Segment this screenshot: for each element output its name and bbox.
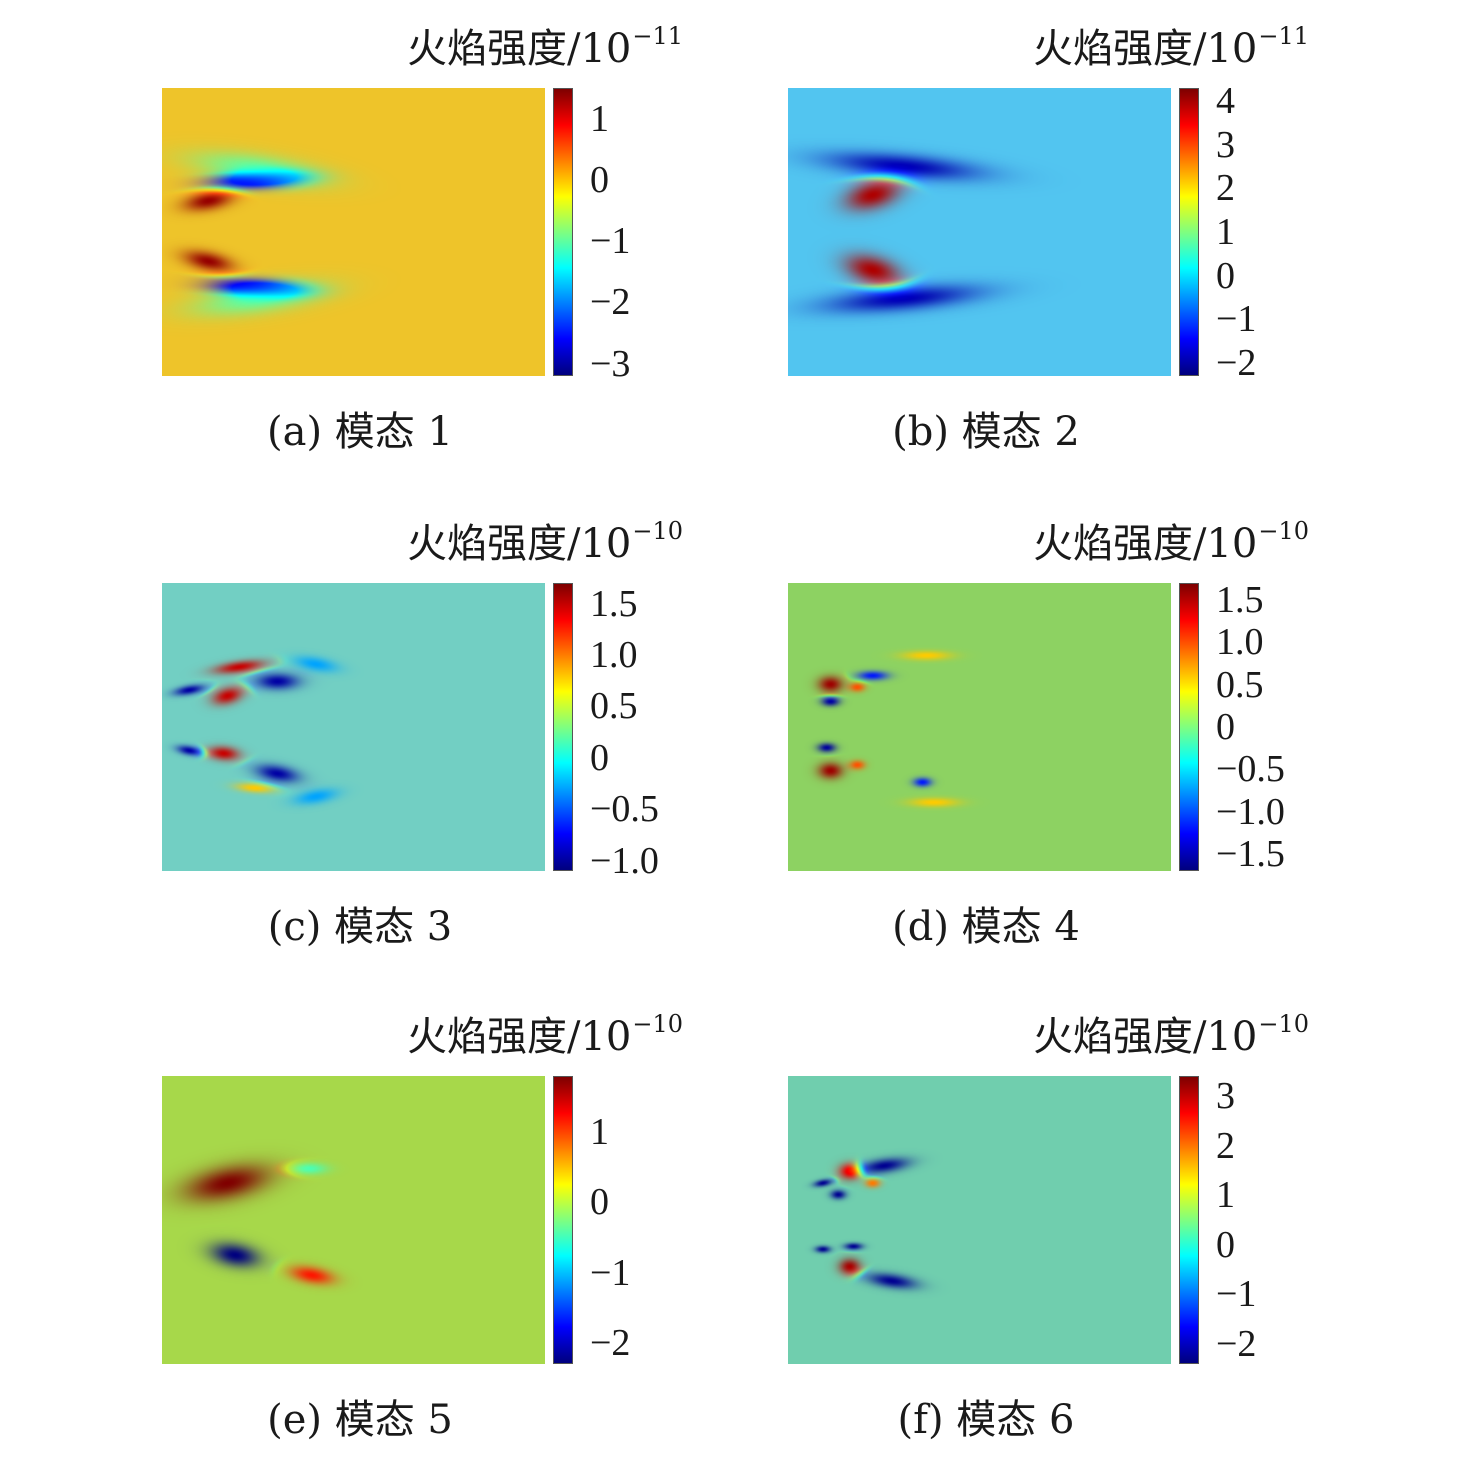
colorbar-tick-label: 0	[590, 158, 609, 201]
colorbar-tick-label: 3	[1216, 1074, 1235, 1117]
colorbar	[553, 88, 573, 376]
colorbar-tick-label: 0	[1216, 1223, 1235, 1266]
colorbar-tick-label: 4	[1216, 80, 1235, 123]
colorbar-ticks: 1.5 1.0 0.5 0 −0.5 −1.0	[590, 582, 730, 880]
title-exponent: −10	[1258, 517, 1309, 545]
title-exponent: −11	[1258, 22, 1309, 50]
colorbar-tick-label: −1	[1216, 298, 1257, 341]
heatmap-canvas	[162, 88, 545, 376]
colorbar	[1179, 1076, 1199, 1364]
colorbar	[1179, 583, 1199, 871]
colorbar-tick-label: 0.5	[1216, 663, 1264, 706]
colorbar-ticks: 1.5 1.0 0.5 0 −0.5 −1.0 −1.5	[1216, 578, 1356, 876]
colorbar	[553, 1076, 573, 1364]
panel-c: 火焰强度/10−10 1.5 1.0 0.5 0 −0.5 −1.0 (c) 模态 3	[0, 495, 738, 985]
colorbar-tick-label: −3	[590, 342, 631, 385]
panel-caption: (a) 模态 1	[267, 409, 453, 455]
colorbar-tick-label: 0.5	[590, 685, 638, 728]
panel-a: 火焰强度/10−11 1 0 −1 −2 −3 (a) 模态 1	[0, 0, 738, 490]
colorbar-tick-label: −2	[590, 1321, 631, 1364]
panel-b: 火焰强度/10−11 4 3 2 1 0 −1 −2 (b) 模态 2	[626, 0, 1364, 490]
colorbar-tick-label: 1.5	[1216, 578, 1264, 621]
heatmap-canvas	[788, 1076, 1171, 1364]
panel-caption: (c) 模态 3	[267, 904, 453, 950]
colorbar-tick-label: 1.0	[1216, 621, 1264, 664]
panel-d: 火焰强度/10−10 1.5 1.0 0.5 0 −0.5 −1.0 −1.5 (d) 模态…	[626, 495, 1364, 985]
colorbar-tick-label: −1.0	[1216, 790, 1285, 833]
colorbar	[1179, 88, 1199, 376]
panel-title: 火焰强度/10−11	[203, 12, 683, 73]
colorbar-tick-label: 2	[1216, 167, 1235, 210]
colorbar-tick-label: −0.5	[590, 788, 659, 831]
title-exponent: −10	[1258, 1010, 1309, 1038]
heatmap-canvas	[788, 88, 1171, 376]
colorbar-tick-label: 0	[1216, 254, 1235, 297]
title-text: 火焰强度/10	[1032, 26, 1258, 72]
colorbar-ticks: 4 3 2 1 0 −1 −2	[1216, 82, 1356, 382]
colorbar-tick-label: −1	[1216, 1273, 1257, 1316]
colorbar-tick-label: 1.5	[590, 582, 638, 625]
colorbar-tick-label: 1	[590, 97, 609, 140]
colorbar-ticks: 1 0 −1 −2	[590, 1076, 730, 1364]
panel-caption: (d) 模态 4	[892, 904, 1080, 950]
colorbar-tick-label: −1.0	[590, 839, 659, 882]
panel-title: 火焰强度/10−11	[829, 12, 1309, 73]
colorbar-tick-label: 1	[1216, 211, 1235, 253]
title-exponent: −10	[632, 517, 683, 545]
panel-title: 火焰强度/10−10	[203, 507, 683, 568]
panel-f: 火焰强度/10−10 3 2 1 0 −1 −2 (f) 模态 6	[626, 988, 1364, 1478]
colorbar	[553, 583, 573, 871]
colorbar-tick-label: 1.0	[590, 634, 638, 676]
colorbar-tick-label: −2	[1216, 1323, 1257, 1366]
colorbar-tick-label: 3	[1216, 123, 1235, 166]
heatmap-canvas	[162, 1076, 545, 1364]
colorbar-tick-label: 0	[590, 736, 609, 779]
colorbar-tick-label: −2	[1216, 341, 1257, 384]
panel-title: 火焰强度/10−10	[829, 1000, 1309, 1061]
colorbar-tick-label: −2	[590, 281, 631, 324]
heatmap-canvas	[788, 583, 1171, 871]
panel-caption: (f) 模态 6	[897, 1397, 1075, 1443]
colorbar-tick-label: 2	[1216, 1124, 1235, 1167]
panel-title: 火焰强度/10−10	[829, 507, 1309, 568]
colorbar-tick-label: −1	[590, 1251, 631, 1294]
colorbar-tick-label: −1.5	[1216, 833, 1285, 876]
heatmap-canvas	[162, 583, 545, 871]
title-exponent: −11	[632, 22, 683, 50]
colorbar-tick-label: 0	[1216, 706, 1235, 748]
title-text: 火焰强度/10	[1032, 1014, 1258, 1060]
colorbar-tick-label: 0	[590, 1181, 609, 1224]
title-exponent: −10	[632, 1010, 683, 1038]
panel-caption: (b) 模态 2	[892, 409, 1080, 455]
colorbar-ticks: 1 0 −1 −2 −3	[590, 88, 730, 383]
colorbar-ticks: 3 2 1 0 −1 −2	[1216, 1076, 1356, 1364]
colorbar-tick-label: −0.5	[1216, 748, 1285, 791]
panel-caption: (e) 模态 5	[267, 1397, 453, 1443]
title-text: 火焰强度/10	[406, 1014, 632, 1060]
title-text: 火焰强度/10	[406, 26, 632, 72]
colorbar-tick-label: 1	[590, 1111, 609, 1154]
colorbar-tick-label: 1	[1216, 1174, 1235, 1217]
panel-title: 火焰强度/10−10	[203, 1000, 683, 1061]
title-text: 火焰强度/10	[1032, 521, 1258, 567]
colorbar-tick-label: −1	[590, 220, 631, 263]
panel-e: 火焰强度/10−10 1 0 −1 −2 (e) 模态 5	[0, 988, 738, 1478]
title-text: 火焰强度/10	[406, 521, 632, 567]
